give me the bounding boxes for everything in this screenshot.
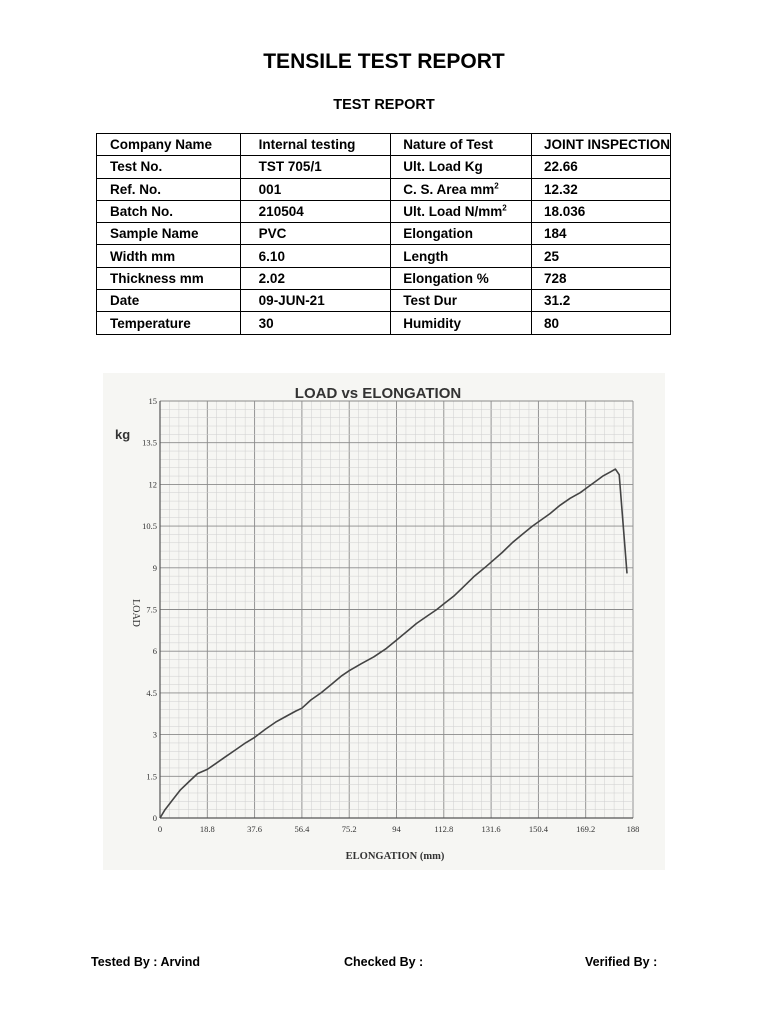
- x-tick-label: 150.4: [529, 824, 549, 834]
- unit-superscript: 2: [502, 203, 507, 213]
- x-axis-label: ELONGATION (mm): [346, 851, 445, 862]
- x-tick-label: 169.2: [576, 824, 595, 834]
- table-row: Test No. TST 705/1 Ult. Load Kg 22.66: [96, 155, 672, 179]
- field-value: 001: [239, 177, 392, 201]
- x-tick-label: 18.8: [200, 824, 215, 834]
- y-tick-label: 1.5: [146, 771, 157, 781]
- load-elongation-chart: 0 18.8 37.6 56.4 75.2 94 112.8 131.6 150.4 169.2 1…: [103, 373, 665, 870]
- table-row: Company Name Internal testing Nature of …: [96, 132, 672, 157]
- field-value: PVC: [239, 222, 392, 246]
- x-tick-label: 188: [627, 824, 640, 834]
- field-label: Width mm: [96, 244, 241, 268]
- y-tick-label: 6: [153, 646, 157, 656]
- test-details-table: Company Name Internal testing Nature of …: [96, 132, 672, 335]
- report-title: TENSILE TEST REPORT: [263, 50, 505, 73]
- field-label: Sample Name: [96, 222, 241, 246]
- field-value: 728: [530, 266, 672, 291]
- chart-svg: 0 18.8 37.6 56.4 75.2 94 112.8 131.6 150.4 169.2 1…: [115, 385, 639, 862]
- cs-area-label: C. S. Area mm: [403, 181, 495, 197]
- series-line: [159, 468, 628, 819]
- y-tick-label: 15: [149, 396, 158, 406]
- field-label: Elongation: [390, 222, 532, 246]
- ult-load-label: Ult. Load N/mm: [403, 204, 503, 220]
- y-tick-label: 10.5: [142, 521, 157, 531]
- field-value: 184: [530, 222, 672, 246]
- chart-axes: [159, 401, 633, 819]
- field-label: Test Dur: [390, 289, 532, 313]
- y-tick-label: 9: [153, 563, 157, 573]
- y-tick-label: 4.5: [146, 688, 157, 698]
- field-label: Elongation %: [390, 266, 532, 291]
- x-tick-label: 0: [158, 824, 162, 834]
- report-subtitle: TEST REPORT: [333, 97, 435, 113]
- field-label: Test No.: [96, 155, 241, 179]
- x-tick-label: 131.6: [482, 824, 501, 834]
- field-value: 25: [530, 244, 672, 268]
- field-label: Humidity: [390, 311, 532, 335]
- chart-series: [159, 468, 628, 819]
- table-row: Batch No. 210504 Ult. Load N/mm2 18.036: [96, 199, 672, 224]
- x-tick-label: 94: [392, 824, 401, 834]
- field-label: Company Name: [96, 132, 241, 157]
- unit-superscript: 2: [494, 181, 499, 191]
- field-value: TST 705/1: [239, 155, 392, 179]
- table-row: Sample Name PVC Elongation 184: [96, 222, 672, 246]
- field-label: Ult. Load Kg: [390, 155, 532, 179]
- x-tick-label: 37.6: [247, 824, 262, 834]
- table-row: Temperature 30 Humidity 80: [96, 311, 672, 335]
- chart-title: LOAD vs ELONGATION: [295, 385, 461, 402]
- field-label: C. S. Area mm2: [390, 177, 532, 201]
- field-label: Ult. Load N/mm2: [390, 199, 532, 224]
- field-label: Thickness mm: [96, 266, 241, 291]
- field-label: Nature of Test: [390, 132, 532, 157]
- field-value: 210504: [239, 199, 392, 224]
- field-value: 12.32: [530, 177, 672, 201]
- field-value: Internal testing: [239, 132, 392, 157]
- field-label: Batch No.: [96, 199, 241, 224]
- table-row: Date 09-JUN-21 Test Dur 31.2: [96, 289, 672, 313]
- checked-by: Checked By :: [344, 955, 424, 969]
- x-tick-label: 112.8: [434, 824, 453, 834]
- y-tick-label: 12: [149, 479, 158, 489]
- y-axis-label: LOAD: [130, 599, 141, 627]
- chart-grid: [159, 400, 634, 819]
- y-tick-label: 0: [153, 813, 157, 823]
- y-tick-label: 3: [153, 730, 157, 740]
- field-label: Length: [390, 244, 532, 268]
- table-row: Thickness mm 2.02 Elongation % 728: [96, 266, 672, 291]
- x-tick-label: 75.2: [342, 824, 357, 834]
- field-value: 30: [239, 311, 392, 335]
- table-row: Ref. No. 001 C. S. Area mm2 12.32: [96, 177, 672, 201]
- tested-by: Tested By : Arvind: [91, 955, 201, 969]
- field-value: JOINT INSPECTION: [530, 132, 672, 157]
- field-label: Temperature: [96, 311, 241, 335]
- tick-labels: 0 18.8 37.6 56.4 75.2 94 112.8 131.6 150.4 169.2 1…: [142, 396, 639, 834]
- field-value: 2.02: [239, 266, 392, 291]
- field-label: Date: [96, 289, 241, 313]
- field-value: 22.66: [530, 155, 672, 179]
- field-value: 09-JUN-21: [239, 289, 392, 313]
- y-tick-label: 7.5: [146, 605, 157, 615]
- table-row: Width mm 6.10 Length 25: [96, 244, 672, 268]
- field-value: 18.036: [530, 199, 672, 224]
- y-axis-unit: kg: [115, 427, 130, 442]
- verified-by: Verified By :: [585, 955, 658, 969]
- field-value: 6.10: [239, 244, 392, 268]
- x-tick-label: 56.4: [294, 824, 310, 834]
- field-value: 31.2: [530, 289, 672, 313]
- y-tick-label: 13.5: [142, 438, 157, 448]
- field-value: 80: [530, 311, 672, 335]
- field-label: Ref. No.: [96, 177, 241, 201]
